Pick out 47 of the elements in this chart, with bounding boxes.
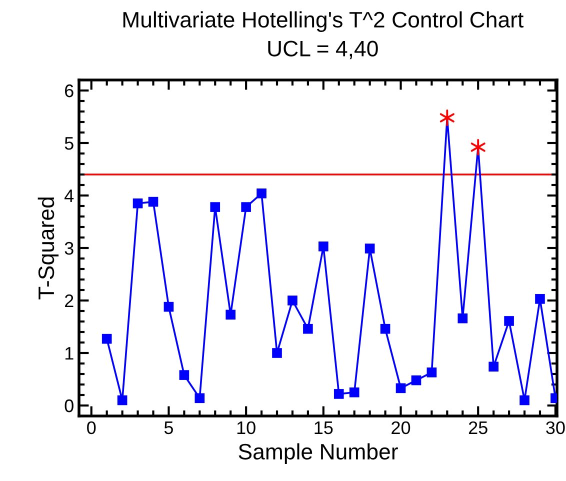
x-tick-label: 20 — [392, 421, 410, 434]
point — [440, 110, 454, 126]
y-tick-label: 5 — [64, 137, 74, 150]
x-tick-label: 30 — [546, 421, 565, 434]
y-tick-label: 6 — [65, 84, 74, 98]
point — [288, 296, 298, 306]
x-tick-label: 5 — [164, 422, 173, 434]
chart-title: Multivariate Hotelling's T^2 Control Chart — [123, 11, 524, 32]
point — [458, 313, 468, 324]
point — [117, 395, 128, 406]
point — [520, 395, 530, 406]
x-tick-label: 0 — [87, 421, 96, 434]
y-axis-title: T-Squared — [38, 198, 59, 300]
point — [318, 242, 328, 252]
point — [396, 383, 406, 394]
point — [303, 324, 313, 334]
point — [256, 188, 266, 198]
point — [148, 196, 158, 207]
x-tick-label: 25 — [468, 421, 488, 434]
point — [241, 202, 251, 212]
x-tick-label: 15 — [314, 422, 333, 434]
point — [334, 389, 344, 399]
y-tick-label: 2 — [65, 294, 74, 308]
point — [349, 387, 360, 398]
point — [226, 310, 236, 320]
point — [132, 198, 143, 208]
point — [411, 375, 422, 386]
point — [164, 302, 174, 312]
point — [488, 362, 498, 372]
point — [102, 334, 112, 344]
y-tick-label: 1 — [65, 347, 74, 360]
x-axis-title: Sample Number — [238, 443, 398, 464]
point — [179, 370, 190, 380]
point — [364, 244, 375, 254]
point — [380, 324, 390, 334]
y-tick-label: 4 — [64, 190, 74, 202]
point — [504, 316, 514, 326]
point — [272, 348, 282, 358]
point — [210, 202, 220, 212]
chart-subtitle: UCL = 4,40 — [268, 40, 378, 60]
x-tick-label: 10 — [237, 421, 256, 434]
point — [194, 393, 205, 404]
point — [426, 368, 437, 378]
y-tick-label: 3 — [64, 242, 74, 255]
y-tick-label: 0 — [64, 399, 74, 412]
point — [470, 138, 486, 156]
point — [535, 294, 545, 304]
